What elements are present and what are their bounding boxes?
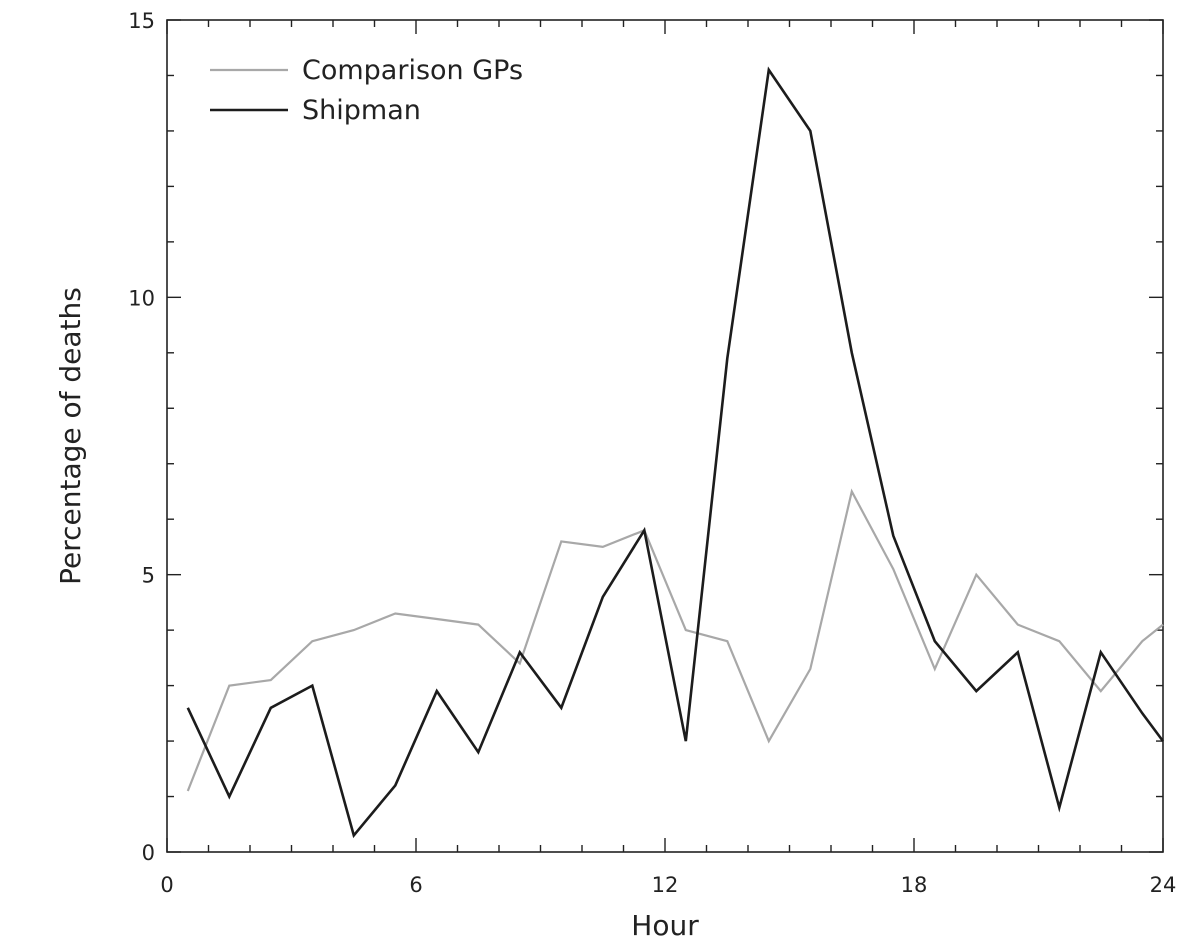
series-layer <box>186 66 1165 839</box>
legend-label: Shipman <box>302 95 421 126</box>
y-axis-label: Percentage of deaths <box>54 287 87 585</box>
y-tick-label: 15 <box>128 9 155 33</box>
x-tick-label: 0 <box>160 873 173 897</box>
x-tick-label: 6 <box>409 873 422 897</box>
legend-label: Comparison GPs <box>302 55 523 86</box>
x-axis-label: Hour <box>631 909 699 942</box>
y-tick-label: 10 <box>128 286 155 310</box>
y-axis-ticks: 0 5 10 15 <box>128 9 1163 865</box>
legend: Comparison GPs Shipman <box>210 55 523 126</box>
x-tick-label: 18 <box>901 873 928 897</box>
x-axis-ticks: 0 6 12 18 24 <box>160 20 1176 897</box>
y-tick-label: 5 <box>142 564 155 588</box>
x-tick-label: 24 <box>1150 873 1177 897</box>
x-tick-label: 12 <box>652 873 679 897</box>
plot-border <box>166 19 1164 853</box>
y-tick-label: 0 <box>142 841 155 865</box>
plot-frame <box>166 19 1164 853</box>
series-line-comparison-gps <box>186 488 1164 792</box>
series-line-shipman <box>186 66 1165 839</box>
